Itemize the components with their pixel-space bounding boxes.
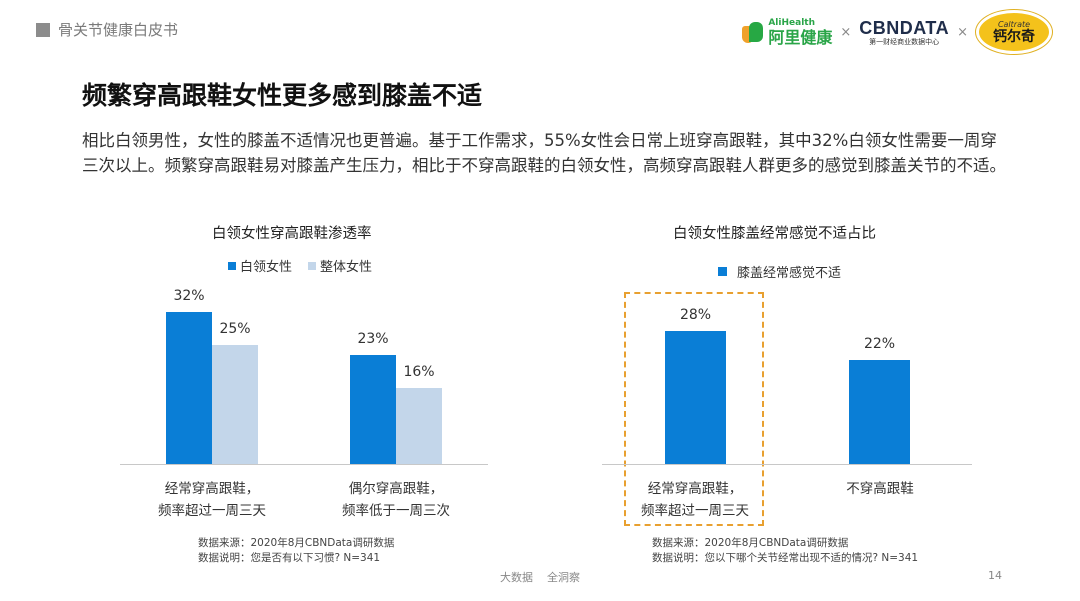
chart1-axis bbox=[120, 464, 488, 465]
summary-paragraph: 相比白领男性，女性的膝盖不适情况也更普遍。基于工作需求，55%女性会日常上班穿高… bbox=[82, 131, 1006, 175]
chart1-category-0: 经常穿高跟鞋， 频率超过一周三天 bbox=[158, 481, 266, 519]
legend-item-series1: 白领女性 bbox=[228, 256, 292, 275]
partner-logos: AliHealth 阿里健康 × CBNDATA 第一财经商业数据中心 × Ca… bbox=[742, 10, 1052, 54]
section-label: 骨关节健康白皮书 bbox=[58, 21, 179, 39]
chart2-axis bbox=[602, 464, 972, 465]
alihealth-en: AliHealth bbox=[768, 17, 815, 28]
bar bbox=[212, 345, 258, 464]
bar bbox=[350, 354, 396, 464]
legend-item-series1: 膝盖经常感觉不适 bbox=[718, 262, 841, 281]
chart1-title: 白领女性穿高跟鞋渗透率 bbox=[212, 226, 372, 242]
caltrate-logo: Caltrate 钙尔奇 bbox=[976, 10, 1052, 54]
highlight-box bbox=[624, 292, 764, 526]
caltrate-en: Caltrate bbox=[997, 19, 1031, 29]
logo-separator: × bbox=[840, 24, 852, 40]
legend-label: 白领女性 bbox=[240, 260, 293, 275]
chart2-source-note: 数据来源：2020年8月CBNData调研数据 bbox=[652, 537, 849, 549]
chart2-legend: 膝盖经常感觉不适 bbox=[718, 262, 841, 281]
logo-separator: × bbox=[957, 24, 968, 40]
bar bbox=[396, 388, 442, 464]
section-header: 骨关节健康白皮书 bbox=[36, 19, 178, 40]
chart2-notes: 数据来源：2020年8月CBNData调研数据 数据说明：您以下哪个关节经常出现… bbox=[652, 536, 918, 566]
legend-swatch bbox=[718, 267, 727, 276]
legend-swatch bbox=[228, 261, 236, 270]
chart1-source-note: 数据来源：2020年8月CBNData调研数据 bbox=[198, 537, 395, 549]
page-number: 14 bbox=[988, 569, 1002, 582]
legend-label: 膝盖经常感觉不适 bbox=[737, 266, 842, 281]
legend-swatch bbox=[308, 261, 317, 270]
chart1-legend: 白领女性 整体女性 bbox=[228, 256, 372, 275]
cbndata-sub: 第一财经商业数据中心 bbox=[869, 37, 940, 46]
legend-label: 整体女性 bbox=[320, 260, 373, 275]
bar-value-label: 32% bbox=[173, 288, 205, 304]
caltrate-cn: 钙尔奇 bbox=[993, 28, 1035, 45]
chart1-category-1: 偶尔穿高跟鞋， 频率低于一周三次 bbox=[342, 481, 450, 519]
bar-value-label: 23% bbox=[357, 330, 389, 347]
bar-value-label: 16% bbox=[403, 364, 435, 380]
square-icon bbox=[36, 22, 50, 37]
chart1-desc-note: 数据说明：您是否有以下习惯? N=341 bbox=[198, 552, 381, 564]
bar bbox=[166, 312, 212, 464]
bar bbox=[665, 331, 726, 464]
alihealth-cn: 阿里健康 bbox=[768, 27, 833, 47]
alihealth-logo: AliHealth 阿里健康 bbox=[742, 17, 833, 47]
chart2-title: 白领女性膝盖经常感觉不适占比 bbox=[673, 226, 876, 242]
chart2-desc-note: 数据说明：您以下哪个关节经常出现不适的情况? N=341 bbox=[652, 552, 919, 564]
footer-slogan: 大数据 全洞察 bbox=[500, 571, 580, 584]
bar-value-label: 25% bbox=[219, 321, 251, 338]
alihealth-mark-icon bbox=[742, 20, 764, 44]
chart2-category-1: 不穿高跟鞋 bbox=[846, 481, 914, 497]
bar-value-label: 28% bbox=[679, 307, 712, 323]
legend-item-series2: 整体女性 bbox=[308, 256, 372, 275]
chart1-notes: 数据来源：2020年8月CBNData调研数据 数据说明：您是否有以下习惯? N… bbox=[198, 536, 394, 566]
page-title: 频繁穿高跟鞋女性更多感到膝盖不适 bbox=[82, 81, 483, 110]
cbndata-logo: CBNDATA 第一财经商业数据中心 bbox=[859, 19, 949, 46]
bar-value-label: 22% bbox=[863, 335, 896, 352]
bar bbox=[849, 359, 910, 464]
chart2-category-0: 经常穿高跟鞋， 频率超过一周三天 bbox=[641, 481, 749, 519]
cbndata-name: CBNDATA bbox=[859, 17, 950, 38]
